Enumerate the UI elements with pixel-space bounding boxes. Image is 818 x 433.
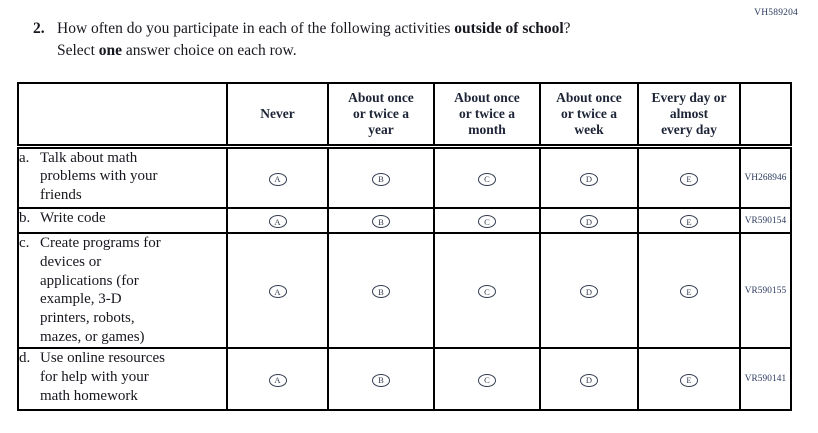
row-b-bubble-d[interactable]: D bbox=[580, 215, 598, 229]
row-d-label-cell: d. Use online resources for help with yo… bbox=[17, 347, 228, 411]
row-d-option-never-cell: A bbox=[226, 347, 329, 411]
row-a-option-month-cell: C bbox=[433, 145, 541, 209]
row-c-label-cell: c. Create programs for devices or applic… bbox=[17, 232, 228, 349]
row-b-option-year-cell: B bbox=[327, 207, 435, 234]
frequency-matrix-table: Never About once or twice a year About o… bbox=[17, 82, 792, 411]
row-b-letter: b. bbox=[19, 210, 31, 226]
question-text: How often do you participate in each of … bbox=[57, 18, 571, 62]
table-row-c: c. Create programs for devices or applic… bbox=[17, 232, 792, 349]
table-row-b: b. Write code A B C D E VR590154 bbox=[17, 207, 792, 234]
row-d-bubble-b[interactable]: B bbox=[372, 373, 390, 387]
question-line2-text: Select bbox=[57, 42, 99, 59]
table-row-d: d. Use online resources for help with yo… bbox=[17, 347, 792, 411]
row-d-bubble-d[interactable]: D bbox=[580, 373, 598, 387]
row-a-option-week-cell: D bbox=[539, 145, 639, 209]
row-d-option-month-cell: C bbox=[433, 347, 541, 411]
question-line1-bold: outside of school bbox=[454, 20, 564, 37]
row-b-option-month-cell: C bbox=[433, 207, 541, 234]
header-code-blank bbox=[739, 82, 792, 149]
row-d-option-year-cell: B bbox=[327, 347, 435, 411]
page-accession-code: VH589204 bbox=[754, 8, 798, 18]
row-c-bubble-a[interactable]: A bbox=[268, 285, 287, 299]
row-d-letter: d. bbox=[19, 350, 31, 366]
question-stem: 2. How often do you participate in each … bbox=[33, 18, 571, 62]
row-b-bubble-b[interactable]: B bbox=[372, 215, 390, 229]
row-a-label: Talk about math problems with your frien… bbox=[40, 149, 158, 204]
row-c-option-year-cell: B bbox=[327, 232, 435, 349]
row-b-item-code: VR590154 bbox=[739, 207, 792, 234]
row-a-bubble-c[interactable]: C bbox=[478, 172, 496, 186]
row-c-bubble-d[interactable]: D bbox=[580, 285, 598, 299]
header-every-day: Every day or almost every day bbox=[637, 82, 741, 149]
row-b-label: Write code bbox=[40, 210, 106, 226]
row-b-option-never-cell: A bbox=[226, 207, 329, 234]
row-c-letter: c. bbox=[19, 235, 30, 251]
row-d-item-code: VR590141 bbox=[739, 347, 792, 411]
row-a-option-daily-cell: E bbox=[637, 145, 741, 209]
row-d-option-daily-cell: E bbox=[637, 347, 741, 411]
row-a-bubble-b[interactable]: B bbox=[372, 172, 390, 186]
row-d-bubble-e[interactable]: E bbox=[680, 373, 698, 387]
row-a-letter: a. bbox=[19, 149, 30, 166]
row-a-bubble-d[interactable]: D bbox=[580, 172, 598, 186]
row-d-bubble-a[interactable]: A bbox=[268, 373, 287, 387]
row-b-bubble-c[interactable]: C bbox=[478, 215, 496, 229]
row-c-item-code: VR590155 bbox=[739, 232, 792, 349]
question-number: 2. bbox=[33, 20, 45, 37]
row-a-item-code: VH268946 bbox=[739, 145, 792, 209]
row-d-label: Use online resources for help with your … bbox=[40, 350, 165, 404]
row-d-option-week-cell: D bbox=[539, 347, 639, 411]
question-line1-punct: ? bbox=[563, 20, 571, 37]
row-a-bubble-e[interactable]: E bbox=[680, 172, 698, 186]
row-b-label-cell: b. Write code bbox=[17, 207, 228, 234]
header-once-twice-week: About once or twice a week bbox=[539, 82, 639, 149]
header-once-twice-year: About once or twice a year bbox=[327, 82, 435, 149]
row-c-option-never-cell: A bbox=[226, 232, 329, 349]
header-never: Never bbox=[226, 82, 329, 149]
row-b-option-daily-cell: E bbox=[637, 207, 741, 234]
row-b-option-week-cell: D bbox=[539, 207, 639, 234]
question-line1-text: How often do you participate in each of … bbox=[57, 20, 455, 37]
row-c-label: Create programs for devices or applicati… bbox=[40, 235, 161, 345]
row-a-bubble-a[interactable]: A bbox=[268, 172, 287, 186]
row-a-option-never-cell: A bbox=[226, 145, 329, 209]
row-a-option-year-cell: B bbox=[327, 145, 435, 209]
header-once-twice-month: About once or twice a month bbox=[433, 82, 541, 149]
row-b-bubble-e[interactable]: E bbox=[680, 215, 698, 229]
question-line2-bold: one bbox=[98, 42, 122, 59]
question-line2-rest: answer choice on each row. bbox=[122, 42, 297, 59]
header-row: Never About once or twice a year About o… bbox=[17, 82, 792, 149]
row-c-bubble-b[interactable]: B bbox=[372, 285, 390, 299]
row-c-bubble-c[interactable]: C bbox=[478, 285, 496, 299]
row-c-bubble-e[interactable]: E bbox=[680, 285, 698, 299]
row-a-label-cell: a. Talk about math problems with your fr… bbox=[17, 145, 228, 209]
row-c-option-month-cell: C bbox=[433, 232, 541, 349]
row-d-bubble-c[interactable]: C bbox=[478, 373, 496, 387]
row-c-option-week-cell: D bbox=[539, 232, 639, 349]
table-row-a: a. Talk about math problems with your fr… bbox=[17, 145, 792, 209]
row-b-bubble-a[interactable]: A bbox=[268, 215, 287, 229]
header-blank bbox=[17, 82, 228, 149]
row-c-option-daily-cell: E bbox=[637, 232, 741, 349]
